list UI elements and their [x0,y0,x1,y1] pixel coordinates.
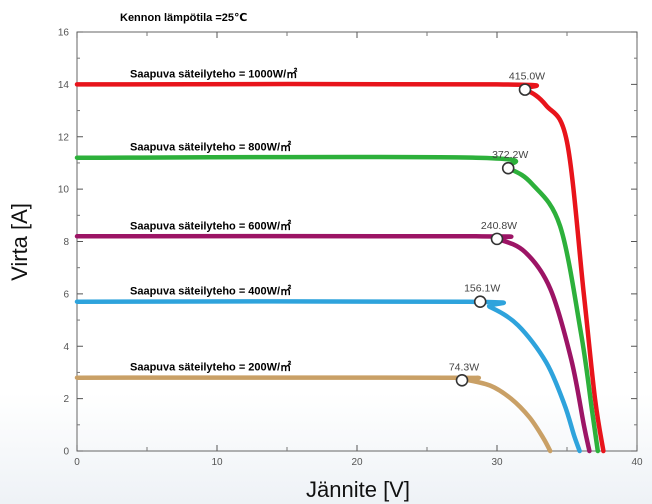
x-tick-label: 40 [631,457,643,468]
mpp-label: 240.8W [481,220,517,232]
x-tick-label: 20 [351,457,363,468]
y-tick-label: 2 [63,394,69,405]
y-tick-label: 10 [58,185,70,196]
chart-title: Kennon lämpötila =25℃ [120,12,247,24]
series-line [74,375,553,454]
plot-frame [76,31,638,452]
series-label: Saapuva säteilyteho = 800W/㎡ [130,140,291,154]
x-tick-label: 30 [491,457,503,468]
y-tick-label: 8 [63,237,69,248]
mpp-label: 74.3W [449,361,479,373]
y-tick-label: 16 [58,28,70,39]
series-label: Saapuva säteilyteho = 200W/㎡ [130,360,291,374]
series-line [74,154,601,454]
y-tick-label: 6 [63,289,69,300]
mpp-marker [518,83,532,96]
mpp-marker [490,232,504,246]
x-tick-label: 10 [211,457,223,468]
mpp-label: 156.1W [464,283,500,295]
x-tick-label: 0 [74,457,80,468]
series-label: Saapuva säteilyteho = 400W/㎡ [130,284,291,298]
y-tick-label: 14 [58,80,70,91]
series-line [74,299,582,454]
series-line [74,81,606,454]
mpp-label: 415.0W [509,71,545,83]
mpp-marker [473,295,487,309]
y-tick-label: 4 [63,342,69,353]
series-line [74,233,592,454]
y-tick-label: 0 [63,447,69,458]
series-label: Saapuva säteilyteho = 600W/㎡ [130,218,291,232]
y-axis-title: Virta [A] [7,203,32,281]
series-label: Saapuva säteilyteho = 1000W/㎡ [130,66,297,80]
mpp-marker [501,161,515,175]
mpp-marker [455,373,469,387]
x-axis-title: Jännite [V] [306,477,410,502]
y-tick-label: 12 [58,132,70,143]
mpp-label: 372.2W [492,149,528,161]
